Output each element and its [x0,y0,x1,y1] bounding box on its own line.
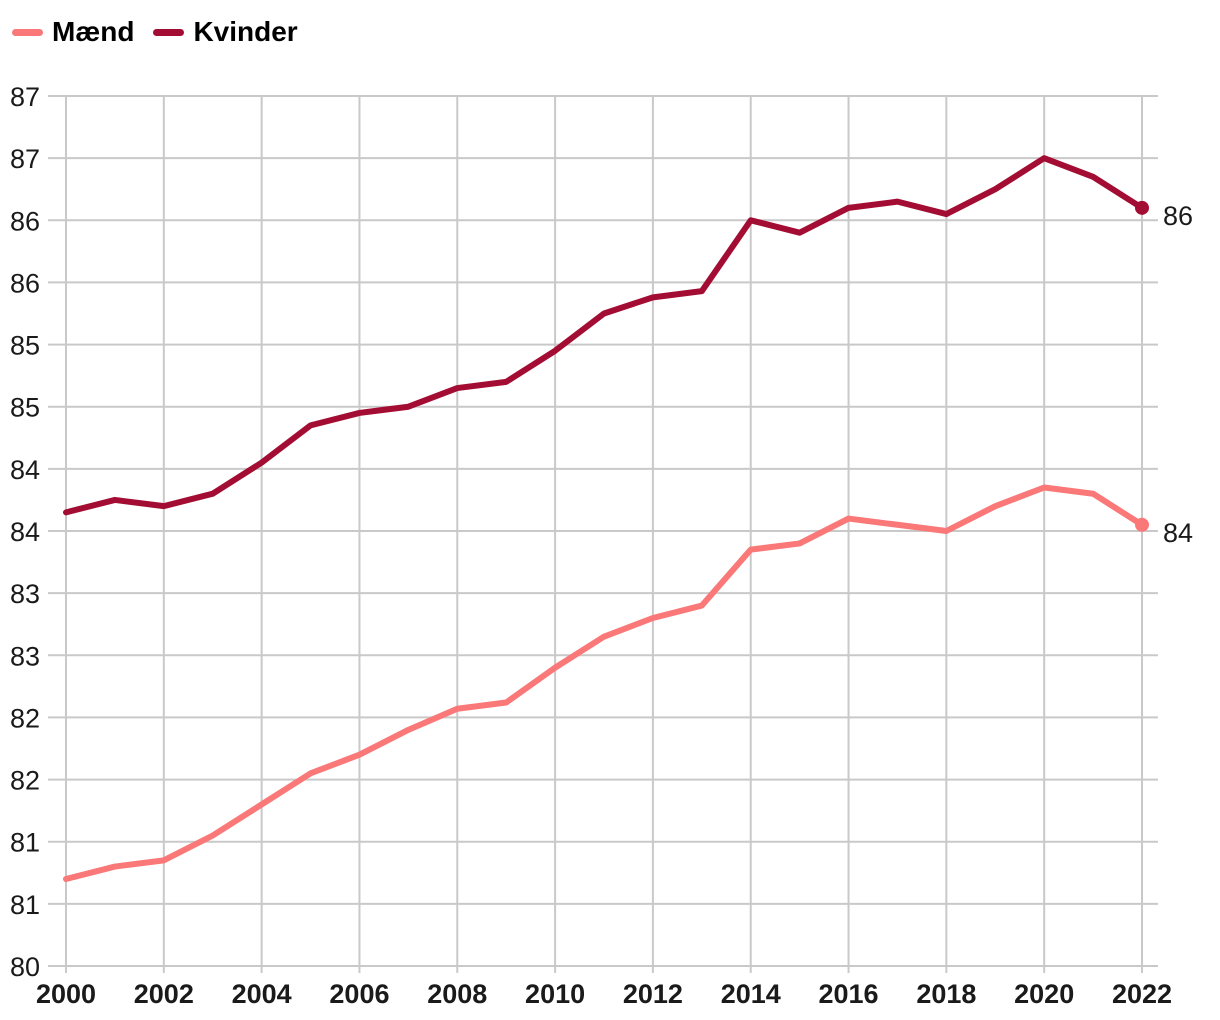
legend-swatch-maend [12,28,43,36]
y-tick-label: 84 [10,455,40,485]
y-tick-label: 86 [10,206,40,236]
series-line-kvinder [63,155,1145,516]
series-end-dot-maend [1135,517,1149,532]
legend-label-kvinder: Kvinder [193,16,298,47]
y-tick-label: 87 [10,144,40,174]
x-tick-label: 2000 [36,979,96,1009]
y-tick-label: 81 [10,828,40,858]
x-tick-label: 2004 [232,979,292,1009]
x-tick-label: 2018 [916,979,976,1009]
y-tick-label: 84 [10,517,40,547]
y-tick-label: 85 [10,331,40,361]
x-tick-label: 2006 [329,979,389,1009]
y-tick-label: 82 [10,766,40,796]
y-tick-label: 85 [10,393,40,423]
x-tick-label: 2014 [721,979,781,1009]
y-tick-label: 87 [10,82,40,112]
series-end-label-kvinder: 86 [1163,201,1193,231]
y-tick-label: 82 [10,703,40,733]
y-tick-label: 83 [10,579,40,609]
x-tick-label: 2002 [134,979,194,1009]
y-tick-label: 86 [10,268,40,298]
x-tick-label: 2022 [1112,979,1172,1009]
series-end-dot-kvinder [1135,200,1149,215]
x-tick-label: 2012 [623,979,683,1009]
x-tick-label: 2008 [427,979,487,1009]
legend-item-maend: Mænd [12,15,134,49]
legend: Mænd Kvinder [12,15,298,49]
legend-swatch-kvinder [153,28,185,36]
y-tick-label: 83 [10,641,40,671]
x-tick-label: 2010 [525,979,585,1009]
y-tick-label: 81 [10,890,40,920]
legend-item-kvinder: Kvinder [153,15,298,49]
x-tick-label: 2016 [819,979,879,1009]
series-end-label-maend: 84 [1163,518,1193,548]
legend-label-maend: Mænd [52,16,135,47]
x-tick-label: 2020 [1014,979,1074,1009]
y-tick-label: 80 [10,952,40,982]
series-line-maend [63,484,1145,882]
